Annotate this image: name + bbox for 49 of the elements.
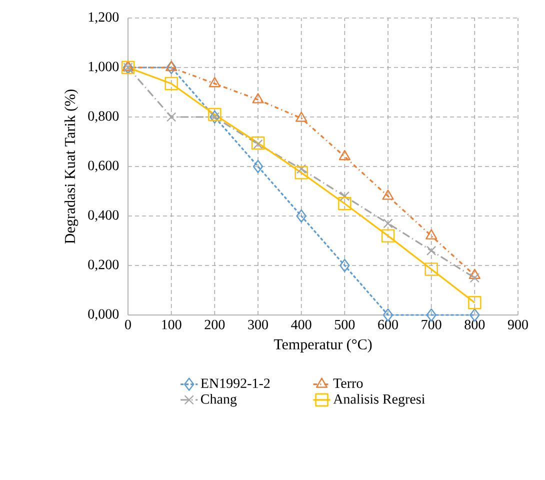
x-tick-label: 700 bbox=[422, 320, 442, 330]
y-tick-label: 0,200 bbox=[88, 260, 119, 272]
point bbox=[382, 190, 394, 200]
point bbox=[381, 229, 395, 242]
point bbox=[166, 60, 176, 74]
y-tick-label: 0,800 bbox=[88, 111, 119, 123]
y-axis-title: Degradasi Kuat Tarik (%) bbox=[64, 90, 78, 244]
point bbox=[296, 209, 306, 223]
point bbox=[468, 296, 482, 310]
point bbox=[164, 76, 178, 90]
point bbox=[426, 246, 436, 256]
point bbox=[296, 112, 308, 122]
point bbox=[296, 164, 306, 174]
x-tick-label: 300 bbox=[248, 320, 268, 330]
point bbox=[252, 160, 264, 174]
point bbox=[294, 166, 308, 180]
point bbox=[338, 150, 350, 160]
y-tick-label: 1,000 bbox=[88, 62, 119, 74]
x-tick-label: 900 bbox=[508, 320, 528, 330]
x-tick-label: 500 bbox=[334, 320, 355, 330]
point bbox=[470, 273, 480, 283]
point bbox=[424, 262, 438, 276]
x-tick-label: 600 bbox=[378, 320, 398, 330]
y-tick-label: 0,000 bbox=[88, 309, 119, 321]
y-tick-label: 1,200 bbox=[88, 12, 119, 24]
point bbox=[340, 258, 350, 272]
x-tick-label: 800 bbox=[464, 320, 485, 330]
point bbox=[383, 218, 393, 228]
x-tick-label: 100 bbox=[162, 320, 182, 330]
x-axis-title: Temperatur (°C) bbox=[274, 338, 372, 352]
x-tick-label: 200 bbox=[204, 320, 225, 330]
point bbox=[253, 139, 263, 150]
point bbox=[426, 229, 438, 240]
x-tick-label: 400 bbox=[291, 320, 312, 330]
legend-label: Chang bbox=[201, 394, 237, 407]
point bbox=[166, 112, 176, 122]
legend-label: EN1992-1-2 bbox=[200, 378, 270, 388]
point bbox=[338, 197, 352, 210]
point bbox=[166, 60, 178, 72]
legend-label: Analisis Regresi bbox=[333, 394, 425, 407]
y-tick-label: 0,400 bbox=[88, 210, 119, 222]
point bbox=[208, 108, 222, 122]
x-tick-label: 0 bbox=[125, 320, 131, 330]
point bbox=[208, 76, 220, 88]
point bbox=[252, 93, 264, 104]
legend-label: Terro bbox=[333, 378, 363, 388]
point bbox=[340, 191, 350, 202]
point bbox=[251, 136, 265, 150]
y-tick-label: 0,600 bbox=[88, 160, 119, 172]
